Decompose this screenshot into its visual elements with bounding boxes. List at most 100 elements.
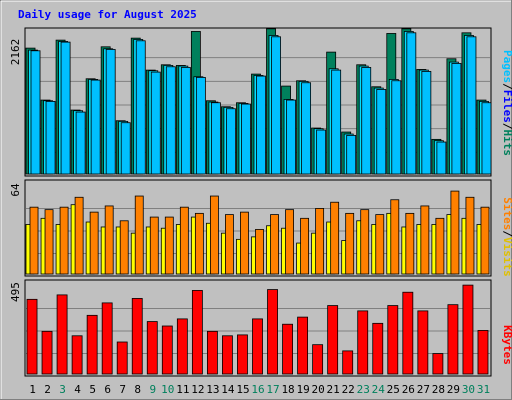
legend-sep-1: / [501, 83, 512, 90]
x-tick-label: 14 [221, 383, 235, 396]
sites-bar-rect [480, 206, 490, 275]
sites-bar-rect [300, 217, 310, 275]
sites-bar-rect [450, 190, 460, 275]
pages-bar-rect [30, 50, 41, 175]
sites-bar-rect [405, 212, 415, 275]
sites-bar-rect [104, 205, 114, 275]
kbytes-bar [327, 305, 339, 375]
sites-bar [89, 211, 99, 275]
kbytes-bar-rect [176, 318, 188, 375]
sites-bar [375, 214, 385, 275]
pages-bar [226, 108, 236, 175]
kbytes-bar [56, 294, 68, 375]
x-tick-label: 6 [104, 383, 111, 396]
x-tick-label: 12 [191, 383, 204, 396]
pages-bar-rect [316, 129, 327, 175]
x-tick-label: 25 [387, 383, 400, 396]
sites-bar-rect [420, 205, 430, 275]
kbytes-bar-rect [462, 284, 474, 375]
sites-bar [104, 205, 114, 275]
x-tick-label: 13 [206, 383, 219, 396]
x-tick-label: 26 [402, 383, 415, 396]
x-tick-label: 3 [59, 383, 66, 396]
pages-bar-rect [406, 32, 417, 175]
x-tick-label: 20 [312, 383, 325, 396]
pages-bar-rect [421, 71, 432, 175]
legend-pages: Pages [501, 50, 512, 83]
x-tick-label: 30 [462, 383, 475, 396]
kbytes-bar [161, 325, 173, 375]
sites-bar [420, 205, 430, 275]
kbytes-bar-rect [116, 341, 128, 375]
pages-bar [346, 134, 357, 175]
pages-bar [451, 63, 462, 175]
kbytes-bar-rect [327, 305, 339, 375]
legend-sep-3: / [501, 230, 512, 237]
x-tick-label: 21 [327, 383, 340, 396]
sites-bar [435, 217, 445, 275]
legend-visits: Visits [501, 237, 512, 277]
legend-sep-2: / [501, 123, 512, 130]
sites-bar [240, 211, 249, 275]
sites-bar [225, 214, 234, 275]
kbytes-bar-rect [206, 330, 218, 375]
pages-bar [436, 141, 447, 175]
sites-bar-rect [435, 217, 445, 275]
sites-bar-rect [330, 201, 340, 275]
x-tick-label: 5 [89, 383, 96, 396]
legend-files: Files [501, 90, 512, 123]
kbytes-bar [101, 302, 113, 375]
sites-bar [74, 196, 84, 275]
kbytes-bar [237, 334, 248, 375]
x-axis-labels: 1 2 3 4 5 6 7 8 9 10 11 12 13 14 15 16 17 18 19 20 21 22 23 24 2… [29, 383, 490, 396]
kbytes-bar-rect [372, 322, 384, 375]
pages-bar [376, 89, 387, 175]
pages-bar [135, 40, 146, 175]
pages-bar [421, 71, 432, 175]
pages-bar [361, 67, 372, 175]
kbytes-bar [402, 291, 414, 375]
sites-bar-rect [255, 229, 264, 275]
sites-bar-rect [134, 195, 144, 275]
pages-bar [316, 129, 327, 175]
sites-bar-rect [29, 206, 39, 275]
sites-bar [450, 190, 460, 275]
x-tick-label: 19 [296, 383, 309, 396]
kbytes-bar [372, 322, 384, 375]
sites-bar-rect [225, 214, 234, 275]
pages-bar-rect [165, 66, 176, 175]
x-tick-label: 11 [176, 383, 189, 396]
pages-bar-rect [180, 67, 191, 175]
kbytes-bar [312, 344, 324, 375]
sites-bar [179, 206, 189, 275]
sites-bar-rect [390, 199, 400, 275]
x-tick-label: 28 [432, 383, 445, 396]
kbytes-bar [26, 298, 38, 375]
sites-bar-rect [345, 212, 355, 275]
sites-bar [360, 209, 370, 275]
panel2-max-label: 64 [9, 183, 22, 197]
sites-bar-rect [74, 196, 84, 275]
kbytes-bar [191, 290, 203, 375]
sites-bar-rect [89, 211, 99, 275]
pages-bar-rect [256, 75, 266, 175]
kbytes-bar-rect [312, 344, 324, 375]
pages-bar-rect [120, 122, 131, 175]
kbytes-bar [267, 289, 278, 375]
pages-bar-rect [90, 79, 101, 175]
sites-bar [194, 212, 204, 275]
kbytes-bar-rect [297, 316, 309, 375]
sites-bar-rect [315, 208, 325, 275]
kbytes-bar [432, 353, 444, 375]
sites-bar [405, 212, 415, 275]
kbytes-bar [71, 335, 83, 375]
panel1-max-label: 2162 [9, 39, 22, 66]
pages-bar [210, 102, 221, 175]
pages-bar [30, 50, 41, 175]
kbytes-bar-rect [131, 298, 143, 375]
sites-bar-rect [465, 196, 475, 275]
kbytes-bar-rect [86, 314, 98, 375]
x-tick-label: 23 [357, 383, 370, 396]
kbytes-bar-rect [417, 310, 429, 375]
sites-bar [300, 217, 310, 275]
